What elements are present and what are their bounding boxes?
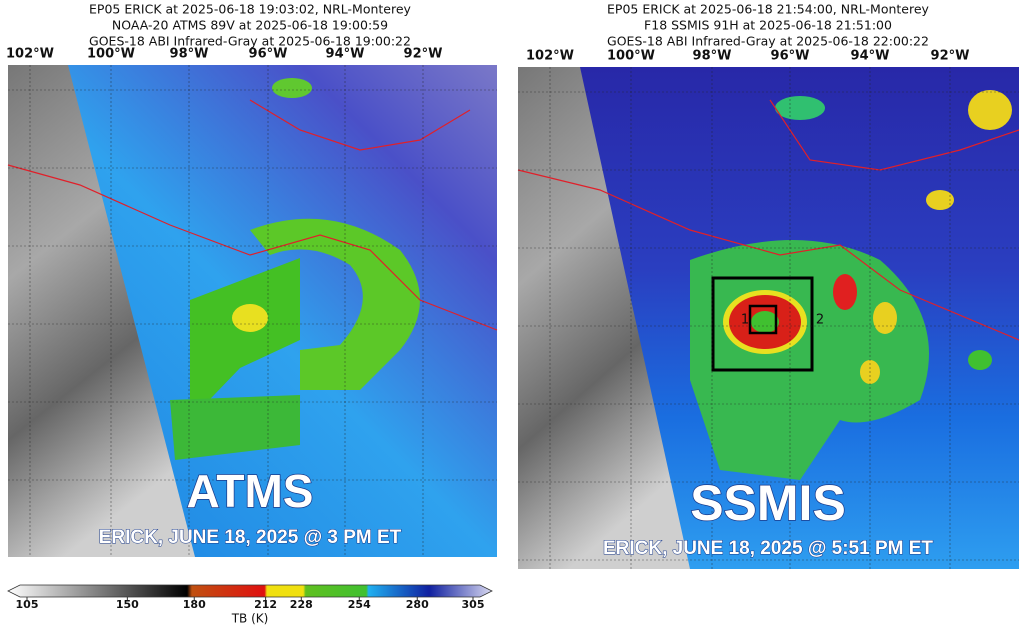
colorbar-tick-label: 228 <box>290 598 313 611</box>
longitude-label: 92°W <box>404 47 443 62</box>
longitude-label: 94°W <box>851 49 890 64</box>
colorbar: 105 150 180 212 228 254 280 305 TB (K) <box>7 584 493 626</box>
header-line: GOES-18 ABI Infrared-Gray at 2025-06-18 … <box>89 34 411 49</box>
colorbar-tick-label: 280 <box>406 598 429 611</box>
sensor-label: SSMIS <box>690 475 846 531</box>
map-grid <box>518 67 1019 569</box>
header-line: EP05 ERICK at 2025-06-18 21:54:00, NRL-M… <box>607 2 930 17</box>
longitude-label: 94°W <box>326 47 365 62</box>
colorbar-label: TB (K) <box>231 612 269 626</box>
header-line: EP05 ERICK at 2025-06-18 19:03:02, NRL-M… <box>89 2 412 17</box>
left-image <box>7 65 498 557</box>
right-image <box>517 67 1020 569</box>
caption: ERICK, JUNE 18, 2025 @ 3 PM ET <box>99 527 402 548</box>
colorbar-tick-label: 180 <box>183 598 206 611</box>
colorbar-tick-label: 254 <box>348 598 371 611</box>
longitude-label: 92°W <box>931 49 970 64</box>
header-line: NOAA-20 ATMS 89V at 2025-06-18 19:00:59 <box>112 18 388 33</box>
colorbar-tick-label: 212 <box>254 598 277 611</box>
header-line: GOES-18 ABI Infrared-Gray at 2025-06-18 … <box>607 34 929 49</box>
header-line: F18 SSMIS 91H at 2025-06-18 21:51:00 <box>644 18 892 33</box>
box-label: 2 <box>816 313 824 328</box>
longitude-label: 98°W <box>693 49 732 64</box>
caption: ERICK, JUNE 18, 2025 @ 5:51 PM ET <box>603 538 933 559</box>
longitude-label: 96°W <box>249 47 288 62</box>
sensor-label: ATMS <box>187 465 314 517</box>
colorbar-tick-label: 150 <box>116 598 139 611</box>
colorbar-tick-label: 105 <box>16 598 39 611</box>
longitude-label: 102°W <box>6 47 54 62</box>
longitude-label: 100°W <box>607 49 655 64</box>
longitude-label: 98°W <box>170 47 209 62</box>
box-label: 1 <box>741 313 749 328</box>
longitude-label: 100°W <box>87 47 135 62</box>
colorbar-tick-label: 305 <box>462 598 485 611</box>
map-grid <box>8 65 497 557</box>
longitude-label: 102°W <box>526 49 574 64</box>
longitude-label: 96°W <box>771 49 810 64</box>
